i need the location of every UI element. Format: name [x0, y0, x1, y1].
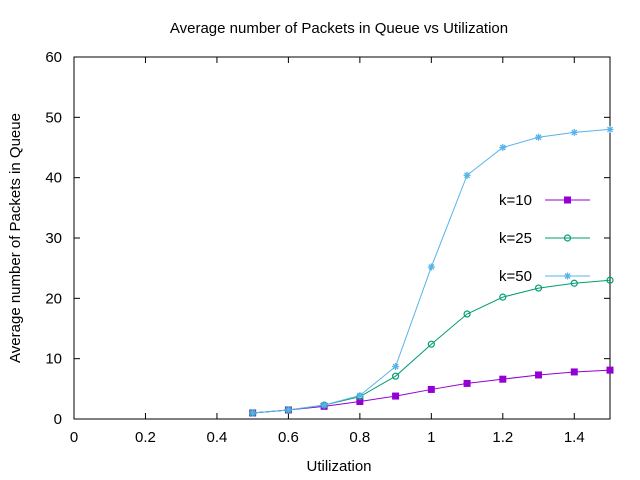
- legend-label: k=10: [499, 192, 532, 209]
- data-point: [392, 392, 400, 400]
- data-point: [392, 363, 400, 371]
- series-k=10: [249, 366, 614, 417]
- data-point: [427, 340, 435, 348]
- data-point: [570, 128, 578, 136]
- y-tick-label: 20: [45, 290, 62, 307]
- plot-area: 0 0.2 0.4 0.6 0.8 1 1.2 1.4 0 10 20 30 40 50 60: [45, 49, 614, 446]
- legend-label: k=50: [499, 268, 532, 285]
- data-point: [392, 372, 400, 380]
- x-tick-label: 0.6: [278, 429, 299, 446]
- x-tick-label: 0: [70, 429, 78, 446]
- legend-marker: [563, 234, 572, 242]
- legend-marker: [564, 272, 571, 280]
- data-point: [356, 398, 364, 406]
- series-k=25: [249, 276, 614, 417]
- y-tick-label: 30: [45, 230, 62, 247]
- x-tick-label: 0.2: [135, 429, 156, 446]
- y-tick-label: 60: [45, 49, 62, 66]
- series-k=50: [249, 125, 614, 417]
- y-tick-label: 50: [45, 109, 62, 126]
- data-point: [284, 406, 292, 414]
- data-point: [534, 284, 543, 292]
- data-point: [499, 144, 507, 151]
- data-point: [570, 279, 578, 287]
- legend-entry: k=50: [499, 268, 590, 285]
- legend-entry: k=10: [499, 192, 590, 209]
- data-point: [499, 375, 507, 383]
- data-point: [463, 171, 471, 179]
- series-line: [252, 128, 611, 414]
- chart-title: Average number of Packets in Queue vs Ut…: [170, 20, 508, 37]
- data-point: [463, 310, 471, 318]
- legend-marker: [564, 196, 571, 204]
- data-point: [427, 385, 435, 393]
- data-point: [606, 276, 614, 284]
- data-point: [606, 366, 614, 374]
- legend-label: k=25: [499, 230, 532, 247]
- data-point: [535, 133, 543, 141]
- x-tick-label: 1: [427, 429, 435, 446]
- x-tick-label: 0.4: [207, 429, 228, 446]
- x-tick-label: 1.2: [492, 429, 513, 446]
- data-point: [249, 409, 257, 417]
- x-tick-label: 1.4: [564, 429, 585, 446]
- y-tick-label: 10: [45, 351, 62, 368]
- y-axis-label: Average number of Packets in Queue: [7, 113, 24, 363]
- x-axis-label: Utilization: [306, 458, 371, 475]
- data-point: [463, 379, 471, 387]
- data-point: [320, 401, 328, 409]
- y-tick-label: 0: [54, 411, 62, 428]
- data-point: [427, 263, 435, 271]
- data-point: [499, 293, 507, 301]
- legend: k=10 k=25 k=50: [499, 192, 590, 285]
- x-tick-label: 0.8: [349, 429, 370, 446]
- data-point: [356, 391, 364, 399]
- data-point: [570, 368, 578, 376]
- data-point: [606, 125, 614, 133]
- legend-entry: k=25: [499, 230, 590, 247]
- y-tick-label: 40: [45, 170, 62, 187]
- data-point: [535, 371, 543, 379]
